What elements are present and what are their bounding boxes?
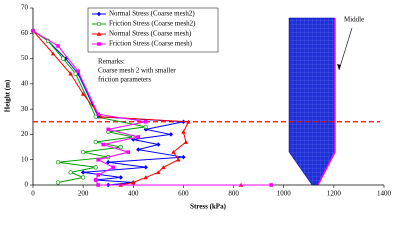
data-point [96,157,100,162]
legend-marker [96,21,102,27]
silo-mesh [288,17,336,186]
data-point [93,139,98,145]
data-point [98,114,103,119]
data-point [55,160,61,165]
data-point [156,142,161,147]
data-point [68,170,73,175]
data-point [60,56,66,61]
data-point [31,28,35,33]
chart: Middle Stress (kPa) Height (m) 0 200 400 60… [4,4,392,211]
data-point [56,44,60,48]
legend-label: Normal Stress (Coarse mesh2) [109,10,195,18]
x-tick-label: 600 [178,190,189,198]
data-point [118,144,123,150]
x-tick-label: 400 [128,190,139,198]
data-point [143,165,149,170]
remarks: Coarse mesh 2 with smaller [98,67,176,75]
data-point [143,124,148,129]
legend-label: Friction Stress (Coarse mesh2) [109,20,196,28]
y-tick-label: 40 [21,79,29,87]
x-tick-label: 200 [78,190,89,198]
x-tick-label: 1000 [277,190,292,198]
y-tick-label: 60 [21,29,29,37]
legend-label: Normal Stress (Coarse mesh) [109,30,192,38]
data-point [269,183,273,187]
data-point [106,127,111,132]
data-point [80,175,86,180]
data-point [161,165,166,170]
data-point [176,157,181,162]
data-point [80,149,86,155]
legend [87,7,219,53]
x-tick-label: 0 [31,190,35,198]
data-point [181,129,186,134]
data-point [80,91,86,96]
remarks: friction parameters [98,76,151,84]
y-axis-label: Height (m) [4,79,12,112]
series-line [32,30,242,186]
legend-marker [97,42,101,46]
data-point [131,180,136,185]
data-point [76,69,80,74]
data-point [93,165,98,170]
y-tick-label: 0 [25,181,29,189]
y-tick-label: 10 [21,155,29,163]
data-point [80,170,86,175]
series-line [32,30,146,183]
y-tick-label: 30 [21,105,29,113]
legend-label: Friction Stress (Coarse mesh) [109,40,193,48]
y-tick-label: 70 [21,4,29,12]
arrow-head [337,64,341,70]
data-point [106,160,111,165]
data-point [93,178,98,182]
x-tick-label: 1400 [377,190,392,198]
data-point [136,135,141,139]
annotation-arrow [338,27,353,71]
data-point [96,173,100,177]
x-tick-label: 1200 [327,190,342,198]
y-tick-label: 50 [21,54,29,62]
data-point [168,132,174,137]
data-point [156,170,161,175]
annotation: Middle [344,16,364,24]
data-point [50,51,56,56]
data-point [111,165,116,170]
data-point [144,119,148,124]
data-point [186,119,191,124]
data-point [126,150,131,154]
x-tick-label: 800 [228,190,239,198]
data-point [96,112,100,116]
data-point [136,147,141,152]
data-point [96,183,100,187]
data-point [181,154,186,160]
data-point [118,175,123,180]
data-point [101,142,105,147]
x-axis-label: Stress (kPa) [190,203,227,211]
series-line [32,30,272,186]
legend-marker [96,31,102,36]
data-point [55,180,61,185]
data-point [183,139,189,144]
legend-marker [96,11,102,17]
remarks: Remarks: [98,58,125,66]
data-point [171,149,176,154]
data-point [68,71,73,76]
data-point [143,175,149,180]
y-tick-label: 20 [21,130,29,138]
